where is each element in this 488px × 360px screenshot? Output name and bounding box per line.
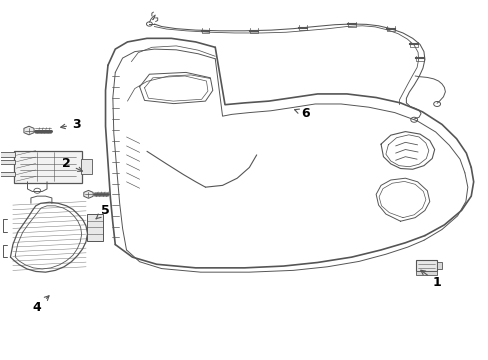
- Text: 4: 4: [33, 296, 49, 314]
- Bar: [87, 214, 103, 241]
- Text: 3: 3: [61, 118, 81, 131]
- Text: 1: 1: [420, 270, 441, 289]
- Text: 2: 2: [62, 157, 82, 171]
- Text: 6: 6: [294, 107, 309, 120]
- Bar: [0, 159, 15, 164]
- Polygon shape: [24, 126, 34, 135]
- Bar: [81, 159, 92, 174]
- Bar: [436, 262, 442, 269]
- Bar: [415, 271, 436, 275]
- Bar: [0, 152, 15, 157]
- Bar: [415, 260, 436, 271]
- Polygon shape: [83, 190, 93, 198]
- Bar: [0, 172, 15, 176]
- FancyBboxPatch shape: [14, 150, 82, 183]
- Text: 5: 5: [96, 204, 110, 219]
